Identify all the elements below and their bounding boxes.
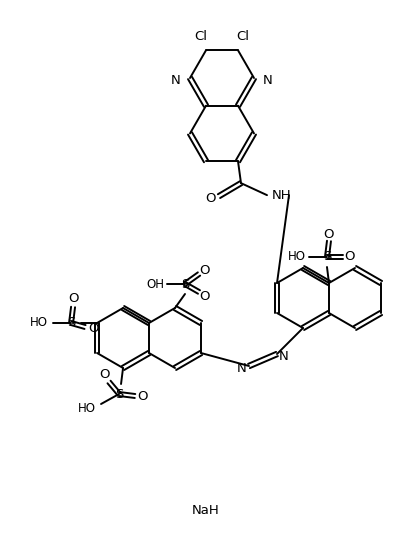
Text: N: N [263, 74, 273, 87]
Text: O: O [88, 322, 98, 335]
Text: N: N [171, 74, 181, 87]
Text: O: O [200, 289, 210, 302]
Text: HO: HO [30, 316, 48, 329]
Text: N: N [237, 362, 247, 375]
Text: O: O [137, 391, 147, 404]
Text: O: O [200, 263, 210, 276]
Text: HO: HO [288, 250, 306, 263]
Text: S: S [67, 316, 75, 329]
Text: O: O [206, 192, 216, 204]
Text: NH: NH [272, 189, 292, 202]
Text: S: S [181, 278, 189, 291]
Text: S: S [323, 250, 331, 263]
Text: NaH: NaH [192, 504, 220, 517]
Text: O: O [68, 293, 78, 306]
Text: S: S [115, 387, 123, 400]
Text: Cl: Cl [236, 30, 250, 43]
Text: HO: HO [78, 401, 96, 414]
Text: O: O [99, 368, 109, 381]
Text: O: O [345, 250, 355, 263]
Text: Cl: Cl [194, 30, 208, 43]
Text: N: N [279, 351, 289, 364]
Text: OH: OH [146, 278, 164, 291]
Text: O: O [324, 228, 334, 241]
